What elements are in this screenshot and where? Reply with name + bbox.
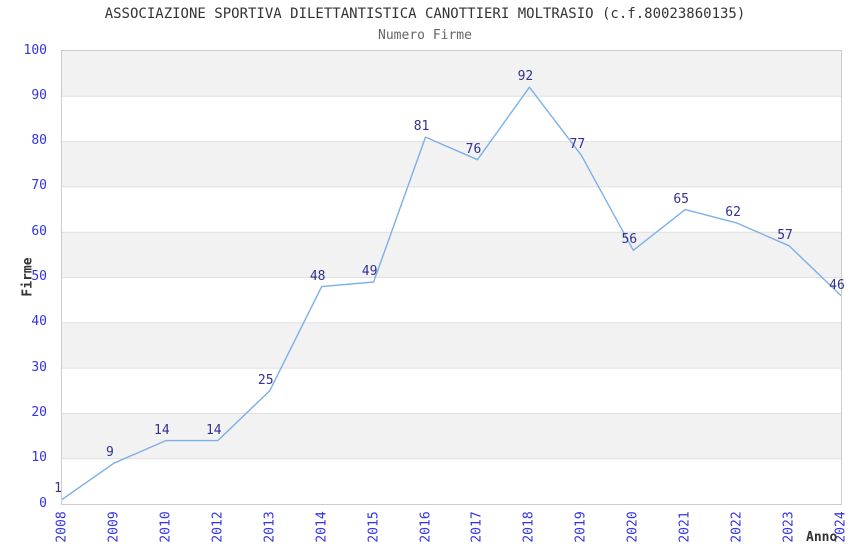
y-tick-label: 70 — [31, 178, 47, 194]
y-tick-label: 0 — [39, 495, 47, 511]
data-label: 57 — [777, 227, 793, 243]
x-tick-label: 2017 — [469, 511, 485, 543]
data-label: 14 — [154, 422, 170, 438]
data-label: 81 — [413, 119, 430, 135]
x-tick-label: 2012 — [210, 511, 226, 543]
data-label: 14 — [205, 422, 222, 438]
data-label: 46 — [829, 277, 845, 293]
x-tick-label: 2018 — [521, 511, 537, 543]
x-tick-label: 2022 — [729, 511, 745, 543]
y-tick-label: 100 — [23, 42, 47, 58]
line-chart-svg — [62, 51, 841, 501]
data-label: 1 — [54, 481, 62, 497]
data-label: 49 — [361, 264, 378, 280]
data-label: 76 — [465, 141, 482, 157]
chart-title: ASSOCIAZIONE SPORTIVA DILETTANTISTICA CA… — [104, 6, 746, 22]
chart-subtitle: Numero Firme — [378, 28, 472, 43]
y-tick-label: 90 — [31, 87, 47, 103]
x-tick-label: 2023 — [781, 511, 797, 543]
x-tick-label: 2008 — [54, 511, 70, 543]
plot-band — [62, 232, 841, 278]
x-tick-label: 2015 — [366, 511, 382, 543]
y-tick-label: 10 — [31, 450, 47, 466]
plot-band — [62, 413, 841, 459]
x-tick-label: 2020 — [625, 511, 641, 543]
y-axis-title: Firme — [20, 257, 36, 297]
x-tick-label: 2009 — [106, 511, 122, 543]
data-label: 62 — [725, 205, 741, 221]
data-label: 48 — [309, 268, 326, 284]
y-tick-label: 80 — [31, 133, 47, 149]
plot-area — [61, 50, 842, 505]
data-label: 65 — [673, 191, 690, 207]
data-label: 56 — [621, 232, 638, 248]
y-tick-label: 40 — [31, 314, 47, 330]
data-label: 77 — [569, 137, 586, 153]
x-tick-label: 2013 — [262, 511, 278, 543]
y-tick-label: 50 — [31, 269, 47, 284]
x-tick-label: 2016 — [418, 511, 434, 543]
data-label: 25 — [257, 372, 274, 388]
x-tick-label: 2014 — [314, 511, 330, 543]
x-tick-label: 2019 — [573, 511, 589, 543]
x-axis-title: Anno — [806, 530, 838, 545]
x-tick-label: 2021 — [677, 511, 693, 543]
y-tick-label: 20 — [31, 404, 47, 420]
plot-band — [62, 322, 841, 369]
plot-band — [62, 51, 841, 97]
data-label: 92 — [517, 69, 534, 85]
y-tick-label: 30 — [31, 359, 47, 375]
y-tick-label: 60 — [31, 223, 47, 239]
series-line — [62, 86, 841, 501]
x-tick-label: 2010 — [158, 511, 174, 543]
data-label: 9 — [106, 445, 114, 461]
